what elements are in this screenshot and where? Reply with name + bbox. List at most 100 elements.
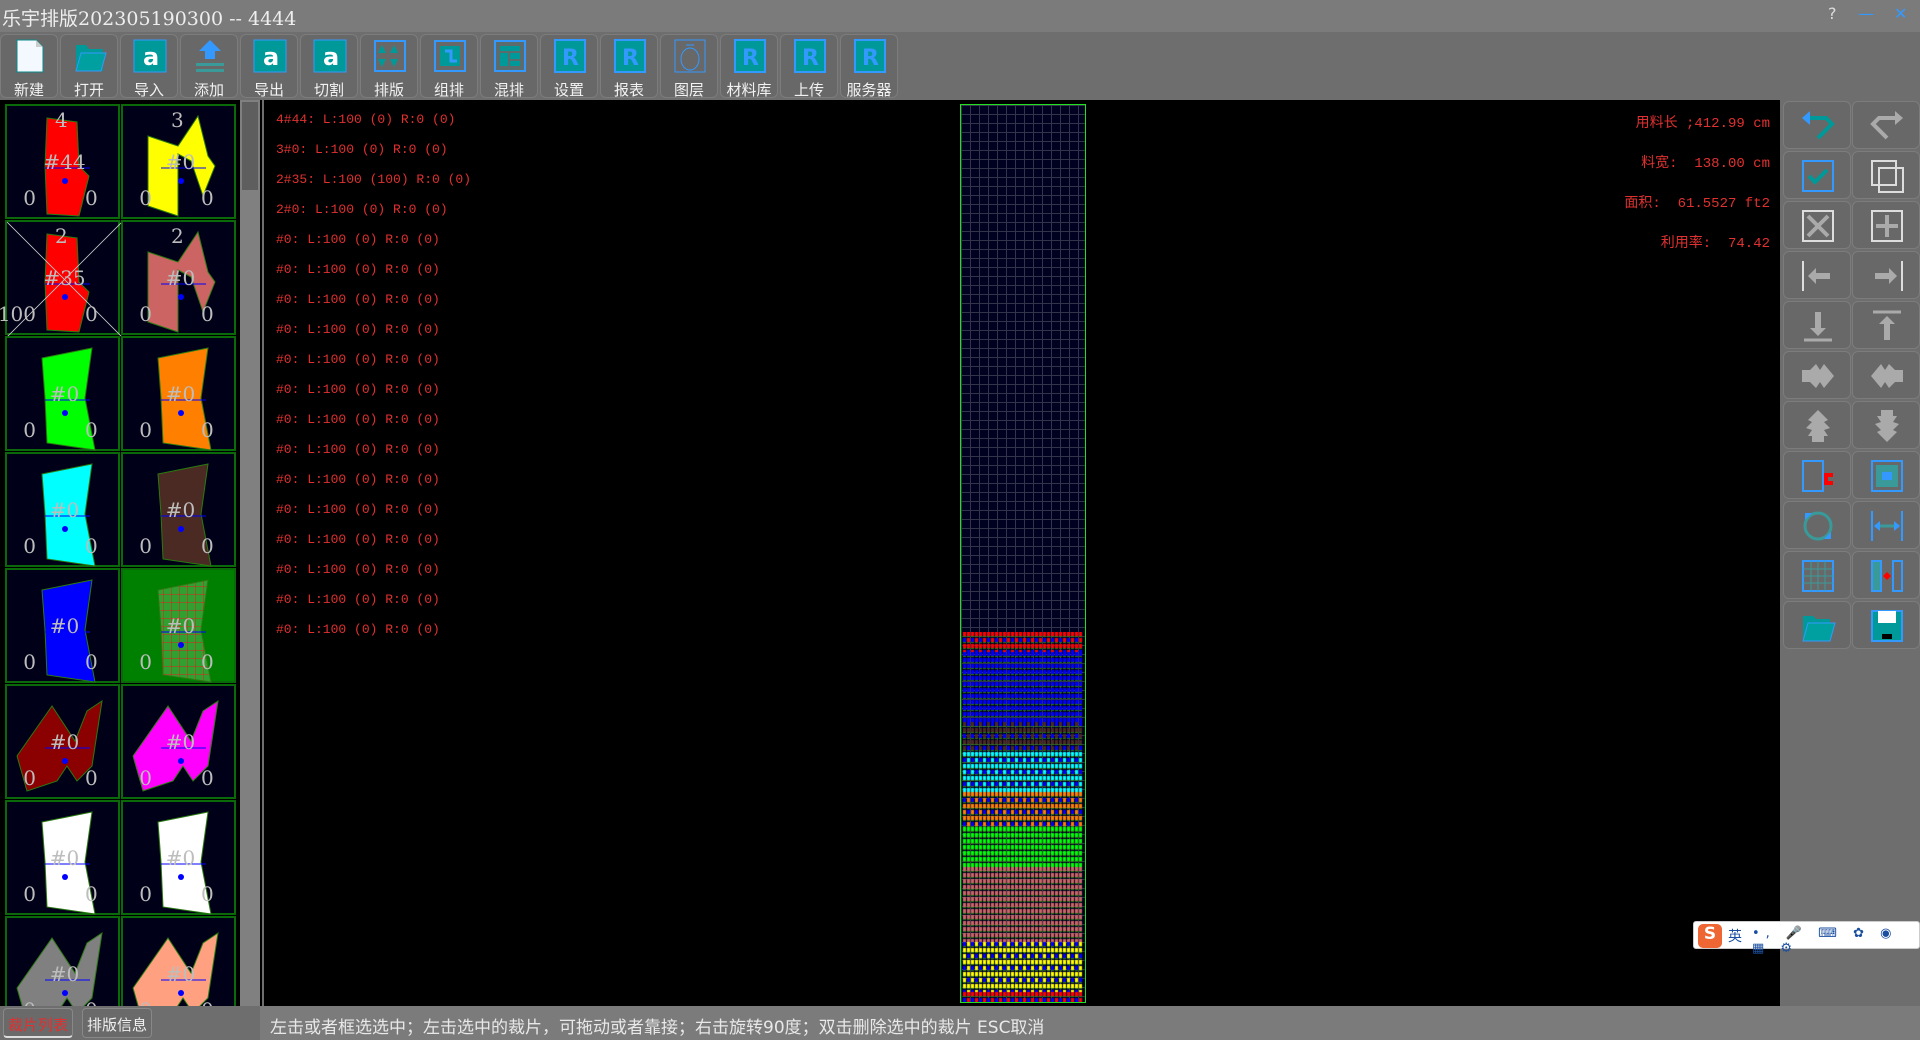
piece-id: #0: [165, 382, 196, 406]
piece-count-item: #0: L:100 (0) R:0 (0): [276, 262, 440, 277]
redo-button[interactable]: [1852, 101, 1920, 149]
utilization: 利用率: 74.42: [1660, 236, 1770, 252]
piece-id: #35: [43, 266, 86, 290]
undo-button[interactable]: [1783, 101, 1851, 149]
margin-button[interactable]: [1783, 451, 1851, 499]
piece-list-scrollbar[interactable]: [240, 100, 260, 1006]
piece-shape: [44, 117, 90, 217]
toolbar-button-label: 上传: [793, 81, 824, 99]
shift-down-button[interactable]: [1852, 401, 1920, 449]
piece-right-count: 0: [85, 302, 98, 326]
piece-id: #0: [49, 498, 80, 522]
piece-left-count: 0: [23, 418, 36, 442]
toolbar: 新建 打开 a 导入 添加 a 导出 a 切割 排版 组排 混排 R 设置 R 报表 图层 R 材料库 R 上传 R 服务器: [0, 32, 1920, 100]
scroll-thumb[interactable]: [242, 102, 258, 190]
piece-id: #0: [165, 846, 196, 870]
svg-text:a: a: [263, 43, 279, 71]
toolbar-button-r[interactable]: R 服务器: [840, 34, 898, 99]
toolbar-button-add-upload[interactable]: 添加: [180, 34, 238, 99]
piece-id: #0: [165, 962, 196, 986]
piece-thumbnail[interactable]: 3 #0 0 0: [121, 104, 236, 219]
piece-thumbnail[interactable]: 2 #0 0 0: [121, 220, 236, 335]
align-bottom-button[interactable]: [1783, 301, 1851, 349]
toolbar-button-cut[interactable]: a 切割: [300, 34, 358, 99]
help-button[interactable]: ?: [1828, 4, 1837, 23]
toolbar-button-layer[interactable]: 图层: [660, 34, 718, 99]
tab-piece-list[interactable]: 裁片列表: [3, 1008, 74, 1038]
toolbar-button-group-nest[interactable]: 组排: [420, 34, 478, 99]
piece-shape: [41, 463, 96, 567]
piece-id: #0: [165, 614, 196, 638]
copy-button[interactable]: [1852, 151, 1920, 199]
piece-thumbnail[interactable]: 2 #35 100 0: [0, 220, 122, 337]
toolbar-button-mixed-nest[interactable]: 混排: [480, 34, 538, 99]
shift-right-icon: [1802, 364, 1834, 388]
piece-shape: [157, 579, 212, 683]
toolbar-button-r[interactable]: R 报表: [600, 34, 658, 99]
title-bar: 乐宇排版202305190300 -- 4444 ? — ✕: [0, 0, 1920, 32]
material-sheet[interactable]: [960, 104, 1086, 1003]
shift-left-button[interactable]: [1852, 351, 1920, 399]
toolbar-button-nest[interactable]: 排版: [360, 34, 418, 99]
split-button[interactable]: [1852, 551, 1920, 599]
svg-text:R: R: [862, 46, 879, 71]
piece-shape: [41, 811, 96, 915]
layout-canvas[interactable]: 4#44: L:100 (0) R:0 (0) 3#0: L:100 (0) R:…: [264, 100, 1780, 1006]
toolbar-button-r[interactable]: R 上传: [780, 34, 838, 99]
svg-text:a: a: [143, 43, 159, 71]
toolbar-button-label: 组排: [433, 81, 464, 99]
grid-button[interactable]: [1783, 551, 1851, 599]
piece-id: #0: [165, 730, 196, 754]
svg-text:R: R: [562, 46, 579, 71]
piece-shape: [16, 699, 103, 792]
piece-left-count: 0: [139, 534, 152, 558]
toolbar-button-export[interactable]: a 导出: [240, 34, 298, 99]
toolbar-button-r[interactable]: R 设置: [540, 34, 598, 99]
shift-up-button[interactable]: [1783, 401, 1851, 449]
svg-text:a: a: [323, 43, 339, 71]
tab-layout-info[interactable]: 排版信息: [82, 1008, 153, 1038]
width-button[interactable]: [1852, 501, 1920, 549]
minimize-button[interactable]: —: [1858, 4, 1874, 23]
shift-right-button[interactable]: [1783, 351, 1851, 399]
ime-toolbar[interactable]: S 英 •, 🎤 ⌨ ✿ ◉ ▦ ⚙: [1693, 921, 1920, 956]
delete-icon: [1802, 210, 1834, 242]
align-left-button[interactable]: [1783, 251, 1851, 299]
toolbar-button-new-file[interactable]: 新建: [0, 34, 58, 99]
select-all-button[interactable]: [1783, 151, 1851, 199]
save-button[interactable]: [1852, 601, 1920, 649]
open-folder-button[interactable]: [1783, 601, 1851, 649]
toolbar-button-import[interactable]: a 导入: [120, 34, 178, 99]
toolbar-button-label: 报表: [613, 81, 644, 99]
ime-tool-icons[interactable]: •, 🎤 ⌨ ✿ ◉ ▦ ⚙: [1752, 926, 1898, 956]
delete-button[interactable]: [1783, 201, 1851, 249]
align-right-button[interactable]: [1852, 251, 1920, 299]
piece-count-item: #0: L:100 (0) R:0 (0): [276, 352, 440, 367]
split-icon: [1871, 560, 1903, 592]
toolbar-button-folder-open[interactable]: 打开: [60, 34, 118, 99]
toolbar-button-r[interactable]: R 材料库: [720, 34, 778, 99]
move-button[interactable]: [1852, 201, 1920, 249]
rotate-button[interactable]: [1783, 501, 1851, 549]
ime-mode-toggle[interactable]: 英: [1728, 929, 1742, 945]
folder-open-icon: [75, 45, 107, 72]
frame-button[interactable]: [1852, 451, 1920, 499]
close-button[interactable]: ✕: [1894, 4, 1908, 23]
nested-parts[interactable]: [961, 632, 1085, 1002]
cut-icon: a: [313, 39, 347, 73]
width-icon: [1871, 511, 1903, 541]
piece-left-count: 0: [139, 186, 152, 210]
align-top-button[interactable]: [1852, 301, 1920, 349]
move-icon: [1871, 210, 1903, 242]
piece-thumbnail[interactable]: 4 #44 0 0: [5, 104, 120, 219]
